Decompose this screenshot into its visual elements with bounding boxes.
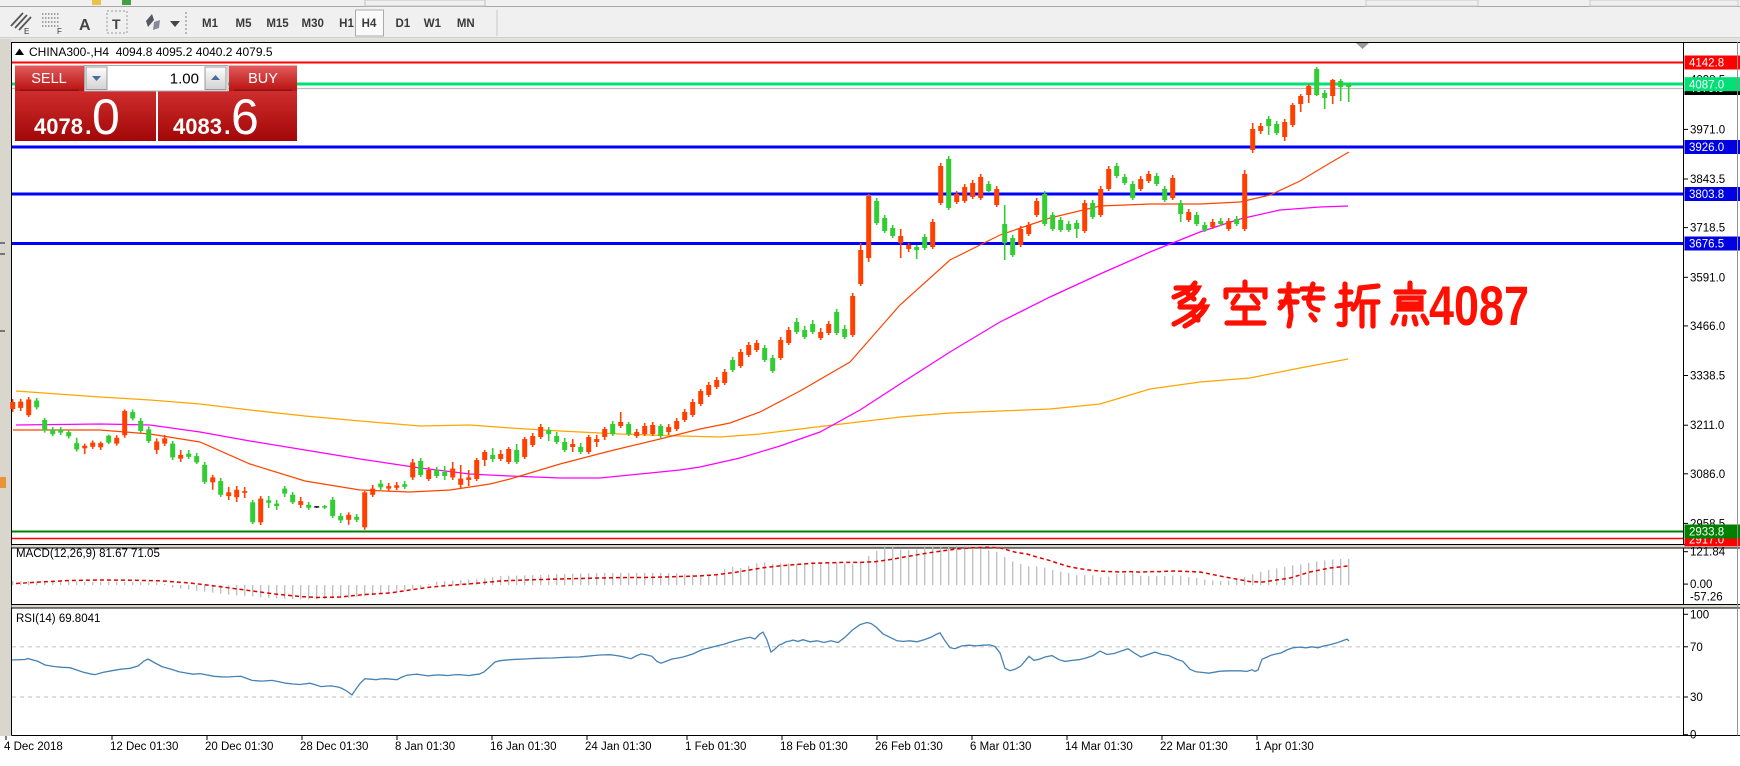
svg-text:18 Feb 01:30: 18 Feb 01:30 — [780, 741, 848, 753]
svg-text:1.00: 1.00 — [170, 71, 199, 88]
svg-text:16 Jan 01:30: 16 Jan 01:30 — [490, 741, 557, 753]
svg-text:3926.0: 3926.0 — [1689, 142, 1724, 154]
svg-text:1 Feb 01:30: 1 Feb 01:30 — [685, 741, 746, 753]
svg-text:3466.0: 3466.0 — [1690, 321, 1725, 333]
svg-text:6: 6 — [231, 89, 259, 145]
svg-text:.: . — [85, 113, 92, 140]
svg-text:M30: M30 — [302, 18, 324, 30]
svg-text:4078: 4078 — [34, 114, 83, 139]
svg-text:6 Mar 01:30: 6 Mar 01:30 — [970, 741, 1031, 753]
svg-text:MACD(12,26,9) 81.67 71.05: MACD(12,26,9) 81.67 71.05 — [16, 548, 160, 560]
svg-text:1 Apr 01:30: 1 Apr 01:30 — [1255, 741, 1314, 753]
svg-text:12 Dec 01:30: 12 Dec 01:30 — [110, 741, 178, 753]
svg-text:121.84: 121.84 — [1690, 547, 1726, 559]
svg-text:3676.5: 3676.5 — [1689, 239, 1724, 251]
svg-text:D1: D1 — [395, 18, 410, 30]
svg-text:28 Dec 01:30: 28 Dec 01:30 — [300, 741, 368, 753]
svg-text:3211.0: 3211.0 — [1690, 420, 1724, 432]
svg-text:3971.0: 3971.0 — [1690, 124, 1725, 136]
svg-text:3803.8: 3803.8 — [1689, 189, 1724, 201]
svg-text:RSI(14) 69.8041: RSI(14) 69.8041 — [16, 613, 100, 625]
svg-text:3718.5: 3718.5 — [1690, 223, 1725, 235]
svg-text:T: T — [112, 16, 121, 32]
svg-text:2933.8: 2933.8 — [1689, 527, 1724, 539]
svg-text:0: 0 — [1690, 730, 1696, 742]
svg-text:E: E — [24, 27, 29, 36]
svg-text:-57.26: -57.26 — [1690, 591, 1723, 603]
svg-text:8 Jan 01:30: 8 Jan 01:30 — [395, 741, 455, 753]
svg-text:M5: M5 — [236, 18, 253, 30]
svg-text:14 Mar 01:30: 14 Mar 01:30 — [1065, 741, 1133, 753]
svg-text:70: 70 — [1690, 642, 1703, 654]
svg-text:M15: M15 — [266, 18, 289, 30]
svg-text:100: 100 — [1690, 609, 1709, 621]
svg-text:3086.0: 3086.0 — [1690, 469, 1725, 481]
svg-text:3591.0: 3591.0 — [1690, 272, 1725, 284]
svg-text:4142.8: 4142.8 — [1689, 58, 1724, 70]
svg-text:W1: W1 — [424, 18, 442, 30]
svg-text:22 Mar 01:30: 22 Mar 01:30 — [1160, 741, 1228, 753]
svg-text:4087: 4087 — [1429, 274, 1529, 337]
svg-text:4 Dec 2018: 4 Dec 2018 — [4, 741, 63, 753]
svg-text:0: 0 — [92, 89, 120, 145]
svg-text:4083: 4083 — [173, 114, 222, 139]
svg-text:3338.5: 3338.5 — [1690, 371, 1725, 383]
svg-text:20 Dec 01:30: 20 Dec 01:30 — [205, 741, 273, 753]
svg-text:0.00: 0.00 — [1690, 579, 1712, 591]
svg-text:H4: H4 — [362, 18, 377, 30]
svg-text:3843.5: 3843.5 — [1690, 174, 1725, 186]
svg-text:H1: H1 — [339, 18, 354, 30]
svg-text:F: F — [57, 27, 62, 36]
svg-text:.: . — [224, 113, 231, 140]
svg-text:CHINA300-,H4 4094.8 4095.2 40: CHINA300-,H4 4094.8 4095.2 4040.2 4079.5 — [29, 45, 273, 59]
svg-text:A: A — [79, 17, 91, 34]
svg-text:24 Jan 01:30: 24 Jan 01:30 — [585, 741, 652, 753]
svg-text:30: 30 — [1690, 692, 1703, 704]
svg-text:SELL: SELL — [31, 71, 66, 87]
svg-text:MN: MN — [457, 18, 475, 30]
svg-text:BUY: BUY — [248, 71, 278, 87]
svg-text:4087.0: 4087.0 — [1689, 79, 1724, 91]
svg-text:26 Feb 01:30: 26 Feb 01:30 — [875, 741, 943, 753]
svg-text:M1: M1 — [202, 18, 219, 30]
